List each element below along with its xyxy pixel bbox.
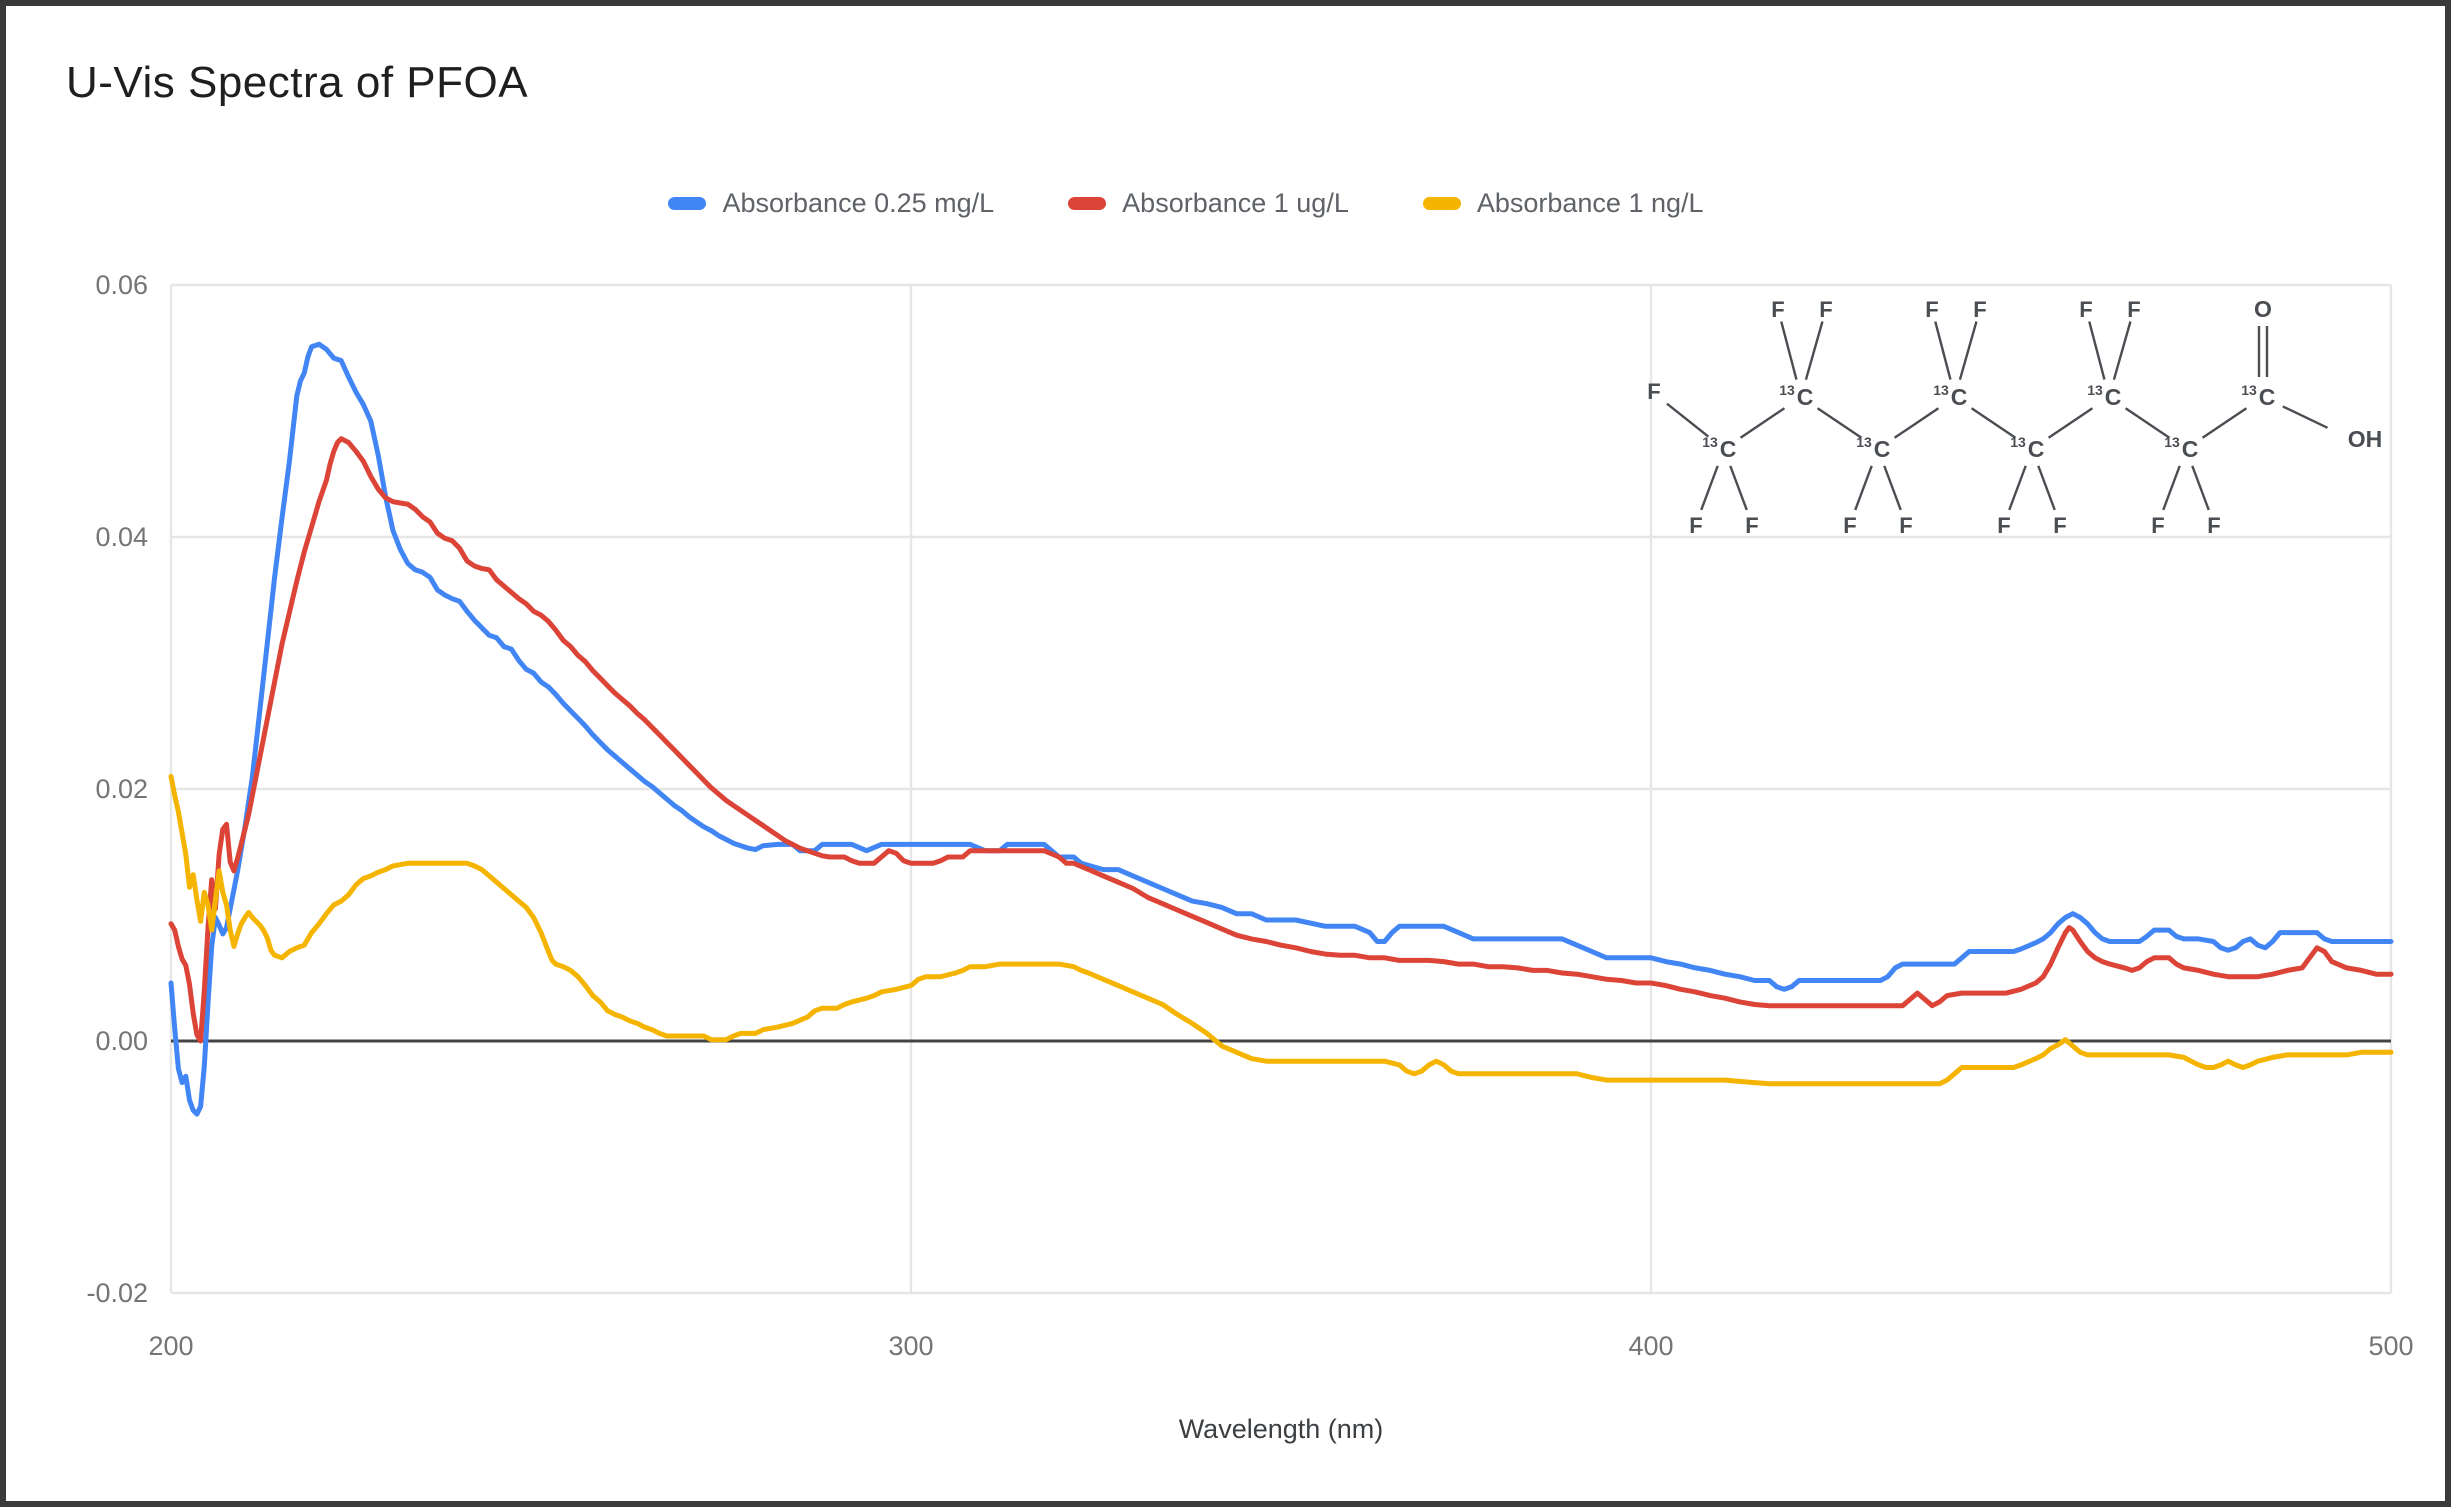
fluorine-atom-label: F (1745, 513, 1758, 538)
isotope-superscript-label: 13 (2164, 434, 2180, 450)
c-f-bond (2112, 321, 2132, 381)
carbon-atom-label: C (1951, 384, 1968, 410)
carbon-atom-label: C (2259, 384, 2276, 410)
legend-item: Absorbance 0.25 mg/L (668, 188, 994, 219)
c-f-bond (1729, 465, 1748, 511)
fluorine-atom-label: F (2079, 297, 2092, 322)
carbon-carbon-bond (2047, 407, 2094, 439)
c-f-bond (1804, 321, 1824, 381)
isotope-superscript-label: 13 (2241, 382, 2257, 398)
series-line-2 (168, 773, 2394, 1087)
carbon-atom-label: C (1797, 384, 1814, 410)
y-tick-label: -0.02 (86, 1278, 148, 1308)
c-f-bond (1854, 465, 1873, 511)
carbon-atom-label: C (2028, 436, 2045, 462)
fluorine-atom-label: F (1843, 513, 1856, 538)
c-f-bond (1934, 321, 1952, 380)
x-tick-label: 200 (148, 1331, 193, 1361)
c-f-bond (1958, 321, 1978, 381)
isotope-superscript-label: 13 (2010, 434, 2026, 450)
fluorine-atom-label: F (2207, 513, 2220, 538)
legend-label: Absorbance 0.25 mg/L (722, 188, 995, 218)
legend-swatch (1068, 197, 1107, 210)
series-line-0 (168, 341, 2394, 1117)
isotope-superscript-label: 13 (2087, 382, 2103, 398)
x-axis-title: Wavelength (nm) (1179, 1414, 1384, 1444)
fluorine-atom-label: F (1899, 513, 1912, 538)
hydroxyl-group-label: OH (2348, 426, 2383, 452)
c-f-bond (1666, 402, 1710, 438)
chart-title: U-Vis Spectra of PFOA (66, 58, 529, 107)
isotope-superscript-label: 13 (1779, 382, 1795, 398)
y-tick-label: 0.04 (95, 522, 148, 552)
c-oh-bond (2282, 405, 2329, 429)
isotope-superscript-label: 13 (1933, 382, 1949, 398)
chart-legend: Absorbance 0.25 mg/L Absorbance 1 ug/L Abs… (6, 188, 2366, 219)
c-f-bond (1883, 465, 1902, 511)
carbon-carbon-bond (1739, 407, 1786, 439)
carbon-atom-label: C (1720, 436, 1737, 462)
y-tick-label: 0.00 (95, 1026, 148, 1056)
isotope-superscript-label: 13 (1702, 434, 1718, 450)
legend-item: Absorbance 1 ug/L (1068, 188, 1349, 219)
carbon-atom-label: C (2182, 436, 2199, 462)
c-f-bond (1780, 321, 1798, 380)
y-tick-label: 0.02 (95, 774, 148, 804)
isotope-superscript-label: 13 (1856, 434, 1872, 450)
fluorine-atom-label: F (1771, 297, 1784, 322)
carbon-carbon-bond (1893, 407, 1940, 439)
c-f-bond (2088, 321, 2106, 380)
c-f-bond (2191, 465, 2210, 511)
c-f-bond (2162, 465, 2181, 511)
fluorine-atom-label: F (2053, 513, 2066, 538)
series-line-1 (168, 436, 2394, 1044)
carbon-carbon-bond (2124, 407, 2171, 439)
c-f-bond (2037, 465, 2056, 511)
x-tick-label: 300 (888, 1331, 933, 1361)
oxygen-atom-label: O (2254, 296, 2272, 322)
c-f-bond (2008, 465, 2027, 511)
legend-label: Absorbance 1 ng/L (1476, 188, 1704, 218)
fluorine-atom-label: F (1647, 379, 1660, 404)
carbon-atom-label: C (2105, 384, 2122, 410)
y-tick-label: 0.06 (95, 270, 148, 300)
c-f-bond (1700, 465, 1719, 511)
carbon-carbon-bond (2201, 407, 2248, 439)
x-tick-label: 400 (1628, 1331, 1673, 1361)
legend-label: Absorbance 1 ug/L (1122, 188, 1349, 218)
fluorine-atom-label: F (1689, 513, 1702, 538)
carbon-atom-label: C (1874, 436, 1891, 462)
fluorine-atom-label: F (2151, 513, 2164, 538)
fluorine-atom-label: F (1997, 513, 2010, 538)
fluorine-atom-label: F (1925, 297, 1938, 322)
carbon-carbon-bond (1816, 407, 1863, 439)
legend-swatch (1422, 197, 1461, 210)
fluorine-atom-label: F (2127, 297, 2140, 322)
legend-swatch (668, 197, 707, 210)
x-tick-label: 500 (2368, 1331, 2413, 1361)
fluorine-atom-label: F (1973, 297, 1986, 322)
fluorine-atom-label: F (1819, 297, 1832, 322)
carbon-carbon-bond (1970, 407, 2017, 439)
legend-item: Absorbance 1 ng/L (1422, 188, 1704, 219)
